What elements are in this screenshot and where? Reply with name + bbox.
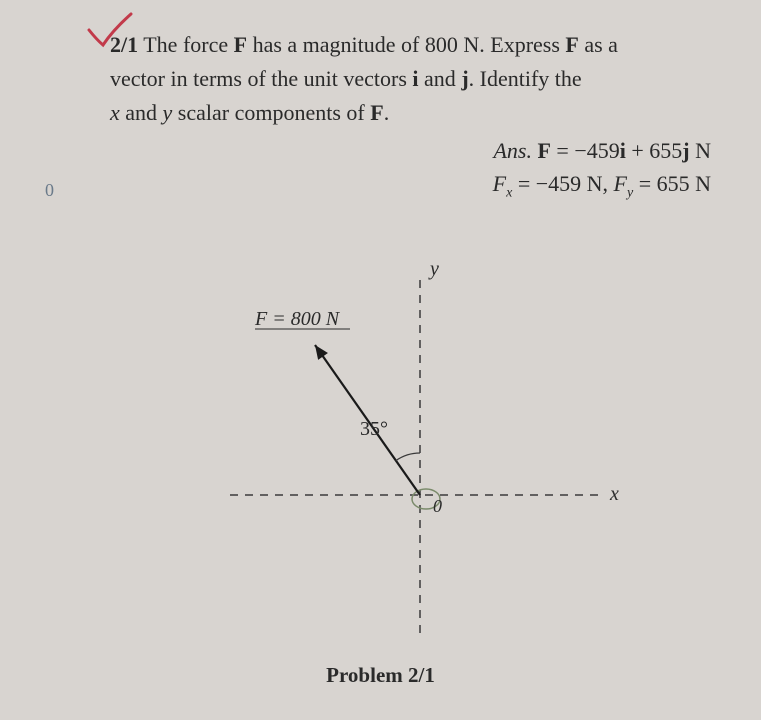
ans-Fx: F <box>493 171 506 196</box>
problem-F2: F <box>565 32 578 57</box>
svg-text:x: x <box>609 483 619 505</box>
ans-unit: N <box>690 138 711 163</box>
problem-F3: F <box>370 100 383 125</box>
ans-Fx-val: = −459 N, <box>512 171 613 196</box>
problem-text-1b: has a magnitude of 800 N. Express <box>247 32 565 57</box>
problem-text-2c: . Identify the <box>469 66 582 91</box>
problem-text-2a: vector in terms of the unit vectors <box>110 66 412 91</box>
problem-j: j <box>461 66 468 91</box>
problem-text-1c: as a <box>579 32 618 57</box>
ans-eq: = <box>551 138 574 163</box>
problem-text-2b: and <box>419 66 462 91</box>
problem-text-3b: scalar components of <box>172 100 370 125</box>
handwritten-mark: 0 <box>45 180 54 201</box>
problem-x: x <box>110 100 120 125</box>
ans-Fy-val: = 655 N <box>633 171 711 196</box>
answer-block: Ans. F = −459i + 655j N Fx = −459 N, Fy … <box>110 134 721 203</box>
svg-text:F = 800 N: F = 800 N <box>254 308 341 330</box>
problem-text-3c: . <box>384 100 390 125</box>
problem-y: y <box>163 100 173 125</box>
svg-text:0: 0 <box>433 496 442 516</box>
problem-statement: 2/1 The force F has a magnitude of 800 N… <box>110 28 721 130</box>
svg-text:35°: 35° <box>360 418 388 440</box>
problem-text-3a: and <box>120 100 163 125</box>
ans-F: F <box>537 138 550 163</box>
ans-Fy: F <box>614 171 627 196</box>
ans-v1: −459 <box>574 138 619 163</box>
figure-caption: Problem 2/1 <box>0 663 761 688</box>
problem-text-1a: The force <box>143 32 233 57</box>
problem-F1: F <box>234 32 247 57</box>
force-diagram: F = 800 N 35° y x 0 <box>140 240 640 680</box>
ans-j: j <box>682 138 689 163</box>
ans-plus: + <box>626 138 649 163</box>
svg-text:y: y <box>428 258 439 280</box>
ans-v2: 655 <box>649 138 682 163</box>
checkmark-annotation <box>85 10 135 50</box>
ans-label: Ans. <box>493 138 532 163</box>
